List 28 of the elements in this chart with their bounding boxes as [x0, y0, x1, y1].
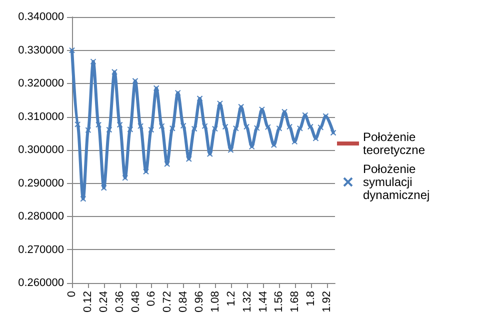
x-tick-label: 0.24 — [98, 291, 110, 312]
y-tick-label: 0.280000 — [18, 210, 64, 222]
x-tick-label: 1.56 — [273, 291, 286, 312]
legend-label: Położenie symulacji dynamicznej — [363, 162, 430, 202]
x-tick-label: 1.92 — [321, 291, 334, 312]
y-tick-label: 0.340000 — [18, 11, 64, 23]
x-tick-label: 1.32 — [241, 291, 254, 312]
x-tick-label: 0 — [66, 291, 78, 298]
x-tick-label: 0.36 — [114, 291, 126, 312]
x-tick-label: 0.84 — [178, 291, 190, 312]
x-tick-label: 0.6 — [146, 291, 158, 306]
y-tick-label: 0.320000 — [18, 78, 64, 90]
x-tick-label: 1.08 — [209, 291, 222, 312]
x-tick-label: 1.44 — [257, 291, 270, 312]
y-tick-label: 0.290000 — [18, 177, 64, 190]
legend-label: Położenie teoretyczne — [363, 130, 426, 157]
x-tick-label: 1.2 — [225, 291, 238, 306]
y-tick-label: 0.260000 — [18, 277, 64, 289]
x-tick-label: 0.12 — [82, 291, 94, 312]
y-tick-label: 0.330000 — [18, 44, 64, 56]
x-tick-label: 0.96 — [194, 291, 206, 312]
y-tick-label: 0.300000 — [18, 144, 64, 156]
x-tick-label: 1.8 — [305, 291, 318, 306]
y-tick-label: 0.270000 — [18, 244, 64, 256]
x-tick-label: 0.48 — [130, 291, 142, 312]
x-tick-label: 1.68 — [289, 291, 302, 312]
x-tick-label: 0.72 — [162, 291, 174, 312]
y-tick-label: 0.310000 — [18, 110, 64, 123]
